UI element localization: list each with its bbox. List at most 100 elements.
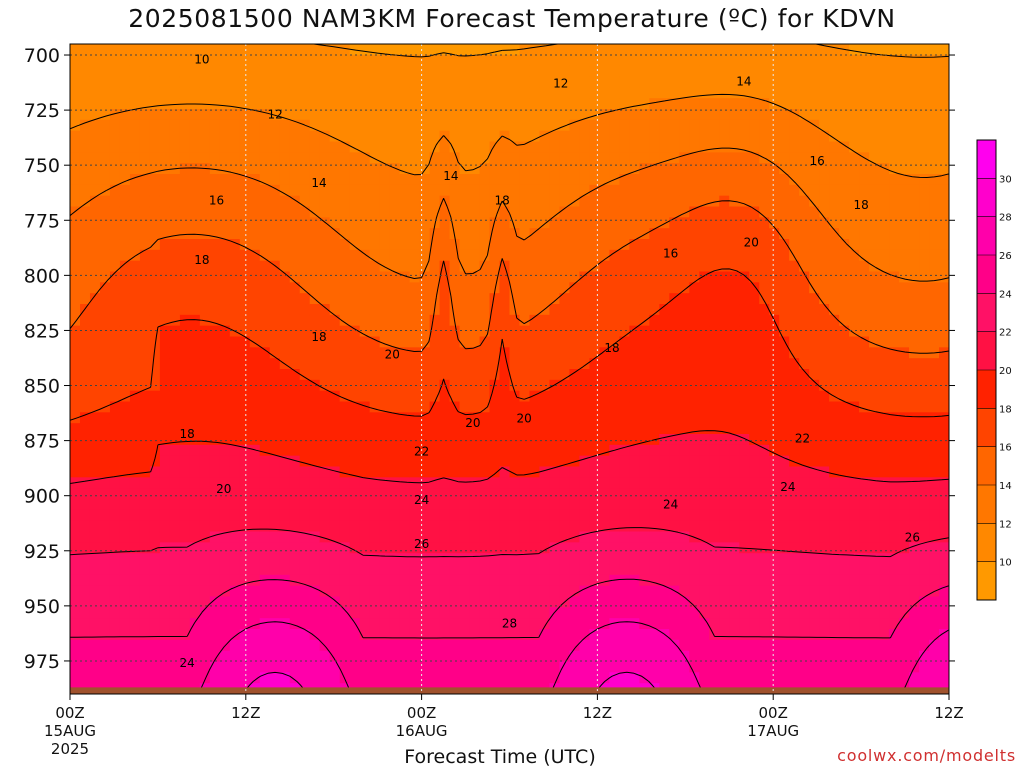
fill-cell: [659, 661, 670, 673]
fill-cell: [189, 293, 201, 305]
fill-cell: [309, 542, 321, 554]
fill-cell: [249, 228, 261, 240]
fill-cell: [409, 141, 421, 153]
fill-cell: [239, 358, 251, 370]
fill-cell: [89, 54, 101, 67]
fill-cell: [389, 509, 401, 522]
fill-cell: [699, 585, 710, 598]
fill-cell: [329, 596, 341, 608]
fill-cell: [789, 98, 800, 110]
fill-cell: [609, 195, 620, 208]
fill-cell: [869, 661, 880, 673]
fill-cell: [419, 553, 431, 565]
fill-cell: [159, 141, 171, 153]
fill-cell: [249, 564, 261, 576]
fill-cell: [609, 260, 620, 273]
fill-cell: [269, 109, 281, 121]
fill-cell: [349, 76, 361, 88]
fill-cell: [579, 585, 591, 598]
fill-cell: [809, 271, 820, 283]
fill-cell: [599, 65, 610, 78]
fill-cell: [199, 54, 211, 67]
fill-cell: [109, 44, 121, 56]
fill-cell: [539, 87, 551, 99]
fill-cell: [819, 304, 830, 316]
fill-cell: [169, 369, 181, 381]
fill-cell: [859, 585, 870, 598]
fill-cell: [339, 44, 351, 56]
fill-cell: [849, 314, 860, 327]
fill-cell: [599, 379, 610, 392]
fill-cell: [799, 65, 810, 78]
fill-cell: [649, 520, 660, 533]
fill-cell: [719, 65, 730, 78]
fill-cell: [469, 109, 481, 121]
fill-cell: [819, 141, 830, 153]
fill-cell: [889, 444, 900, 457]
fill-cell: [729, 672, 740, 684]
fill-cell: [70, 574, 81, 587]
fill-cell: [839, 260, 850, 273]
fill-cell: [869, 434, 880, 446]
fill-cell: [249, 369, 261, 381]
fill-cell: [119, 509, 131, 522]
fill-cell: [109, 249, 121, 262]
fill-cell: [829, 618, 840, 630]
fill-cell: [349, 65, 361, 78]
fill-cell: [439, 239, 451, 251]
fill-cell: [579, 488, 591, 500]
fill-cell: [449, 249, 461, 262]
fill-cell: [70, 347, 81, 359]
fill-cell: [419, 314, 431, 327]
fill-cell: [339, 488, 351, 500]
fill-cell: [339, 639, 351, 652]
fill-cell: [139, 488, 151, 500]
fill-cell: [679, 109, 690, 121]
fill-cell: [589, 369, 600, 381]
fill-cell: [429, 76, 441, 88]
fill-cell: [679, 141, 690, 153]
fill-cell: [289, 314, 301, 327]
fill-cell: [819, 195, 830, 208]
fill-cell: [419, 358, 431, 370]
fill-cell: [649, 553, 660, 565]
fill-cell: [569, 434, 581, 446]
fill-cell: [729, 87, 740, 99]
fill-cell: [859, 596, 870, 608]
fill-cell: [349, 390, 361, 403]
fill-cell: [799, 596, 810, 608]
fill-cell: [749, 314, 760, 327]
fill-cell: [759, 98, 770, 110]
fill-cell: [349, 119, 361, 132]
fill-cell: [479, 260, 491, 273]
fill-cell: [449, 423, 461, 435]
fill-cell: [249, 650, 261, 663]
fill-cell: [449, 336, 461, 348]
fill-cell: [729, 271, 740, 283]
fill-cell: [699, 119, 710, 132]
fill-cell: [89, 314, 101, 327]
fill-cell: [749, 499, 760, 511]
fill-cell: [599, 109, 610, 121]
fill-cell: [199, 228, 211, 240]
fill-cell: [499, 423, 511, 435]
fill-cell: [839, 206, 850, 218]
fill-cell: [439, 152, 451, 164]
fill-cell: [649, 369, 660, 381]
fill-cell: [459, 618, 471, 630]
fill-cell: [299, 390, 311, 403]
fill-cell: [839, 401, 850, 413]
fill-cell: [139, 358, 151, 370]
fill-cell: [559, 239, 571, 251]
fill-cell: [99, 509, 111, 522]
fill-cell: [879, 477, 890, 489]
fill-cell: [249, 184, 261, 197]
fill-cell: [869, 585, 880, 598]
fill-cell: [99, 109, 111, 121]
fill-cell: [579, 639, 591, 652]
fill-cell: [669, 239, 680, 251]
fill-cell: [839, 54, 850, 67]
fill-cell: [699, 152, 710, 164]
fill-cell: [499, 574, 511, 587]
fill-cell: [749, 466, 760, 478]
